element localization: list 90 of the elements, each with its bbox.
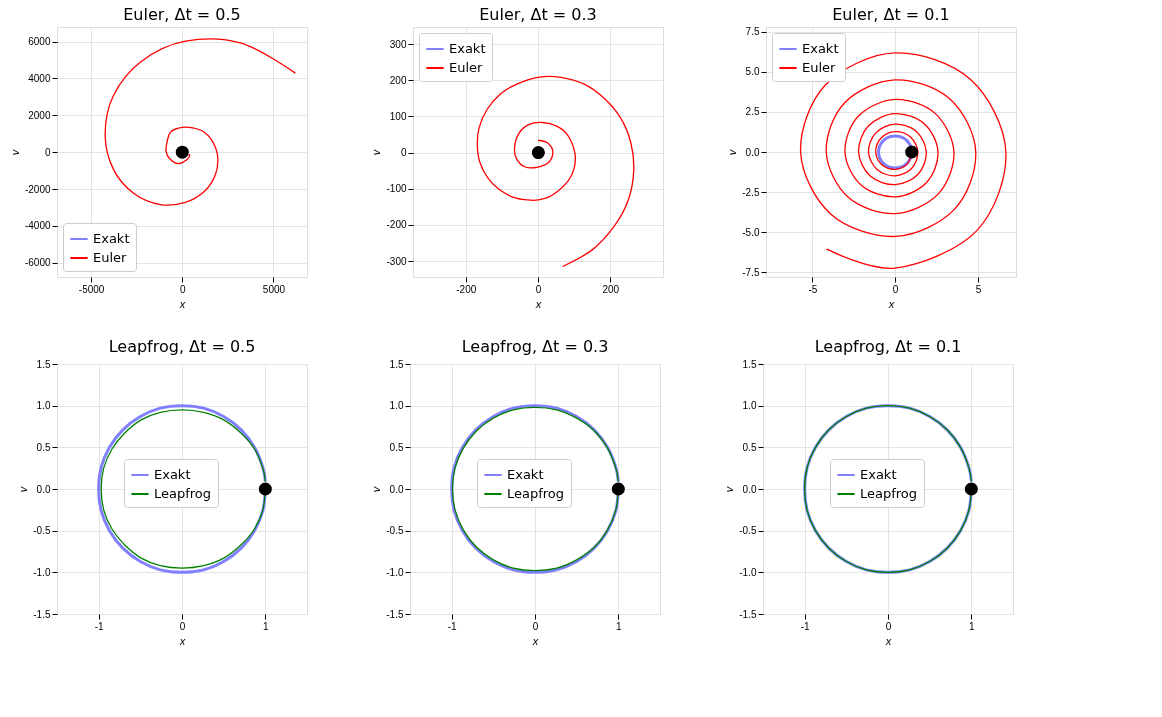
y-tick-label: 0.5 (36, 441, 51, 453)
x-tick-label: -5 (808, 283, 818, 295)
legend-label: Exakt (449, 41, 486, 56)
y-tick-label: -7.5 (742, 266, 760, 278)
y-tick-label: -300 (386, 255, 407, 267)
y-tick-label: 0.0 (742, 483, 757, 495)
y-tick-label: 5.0 (745, 66, 760, 78)
x-tick-label: 1 (969, 620, 976, 632)
legend-label: Exakt (154, 467, 191, 482)
x-tick-label: 5000 (262, 283, 286, 295)
y-tick-label: 0.5 (742, 441, 757, 453)
chart-title: Leapfrog, Δt = 0.1 (814, 337, 962, 356)
y-tick-label: 0.0 (36, 483, 51, 495)
legend-label: Leapfrog (507, 486, 565, 501)
x-tick-label: 0 (885, 620, 892, 632)
y-tick-label: 1.0 (36, 400, 51, 412)
x-tick-label: -5000 (78, 283, 105, 295)
chart-title: Leapfrog, Δt = 0.3 (461, 337, 609, 356)
legend-label: Exakt (507, 467, 544, 482)
x-axis-title: x (534, 297, 542, 310)
y-tick-label: 0.0 (745, 146, 760, 158)
y-axis-title: v (370, 485, 383, 493)
x-tick-label: 0 (532, 620, 539, 632)
legend-label: Exakt (860, 467, 897, 482)
x-axis-title: x (178, 634, 186, 647)
legend-label: Exakt (802, 41, 839, 56)
y-tick-label: -100 (386, 183, 407, 195)
y-tick-label: -0.5 (386, 525, 404, 537)
chart-title: Euler, Δt = 0.5 (123, 5, 241, 24)
y-tick-label: 6000 (28, 36, 51, 48)
x-tick-label: 5 (975, 283, 982, 295)
y-tick-label: 0.5 (389, 441, 404, 453)
y-tick-label: -200 (386, 219, 407, 231)
legend-label: Euler (93, 250, 128, 265)
x-tick-label: 1 (263, 620, 270, 632)
y-axis-title: v (726, 148, 739, 156)
x-axis-title: x (884, 634, 892, 647)
y-tick-label: 100 (389, 110, 407, 122)
x-tick-label: 1 (616, 620, 623, 632)
y-tick-label: 1.0 (742, 400, 757, 412)
x-axis-title: x (531, 634, 539, 647)
x-axis-title: x (178, 297, 186, 310)
y-axis-title: v (370, 148, 383, 156)
y-tick-label: 0 (400, 147, 407, 159)
chart-title: Leapfrog, Δt = 0.5 (108, 337, 256, 356)
y-tick-label: -1.0 (386, 566, 404, 578)
legend-label: Euler (802, 60, 837, 75)
y-axis-title: v (17, 485, 30, 493)
legend-label: Leapfrog (860, 486, 918, 501)
y-tick-label: -0.5 (739, 525, 757, 537)
x-tick-label: -1 (94, 620, 105, 632)
x-tick-label: 0 (179, 283, 186, 295)
y-tick-label: 1.5 (742, 358, 757, 370)
y-tick-label: -1.0 (33, 566, 51, 578)
legend-label: Leapfrog (154, 486, 212, 501)
legend-label: Euler (449, 60, 484, 75)
y-tick-label: -0.5 (33, 525, 51, 537)
x-tick-label: 200 (602, 283, 620, 295)
y-tick-label: -1.5 (386, 608, 404, 620)
y-tick-label: -1.0 (739, 566, 757, 578)
y-tick-label: 1.5 (36, 358, 51, 370)
y-tick-label: 2.5 (745, 106, 760, 118)
y-axis-title: v (8, 148, 21, 156)
y-tick-label: -6000 (24, 257, 51, 269)
y-axis-title: v (723, 485, 736, 493)
y-tick-label: 4000 (28, 72, 51, 84)
legend-label: Exakt (93, 231, 130, 246)
y-tick-label: 300 (389, 38, 407, 50)
x-tick-label: 0 (179, 620, 186, 632)
y-tick-label: 0.0 (389, 483, 404, 495)
y-tick-label: -5.0 (742, 226, 760, 238)
y-tick-label: -4000 (24, 220, 51, 232)
chart-title: Euler, Δt = 0.3 (479, 5, 597, 24)
y-tick-label: 2000 (28, 109, 51, 121)
y-tick-label: -2000 (24, 183, 51, 195)
y-tick-label: 0 (44, 146, 51, 158)
x-tick-label: -200 (456, 283, 477, 295)
y-tick-label: 1.5 (389, 358, 404, 370)
x-tick-label: -1 (800, 620, 811, 632)
y-tick-label: -1.5 (33, 608, 51, 620)
x-axis-title: x (887, 297, 895, 310)
y-tick-label: -2.5 (742, 186, 760, 198)
x-tick-label: 0 (892, 283, 899, 295)
y-tick-label: 200 (389, 74, 407, 86)
chart-title: Euler, Δt = 0.1 (832, 4, 950, 24)
y-tick-label: -1.5 (739, 608, 757, 620)
y-tick-label: 7.5 (745, 26, 760, 38)
y-tick-label: 1.0 (389, 400, 404, 412)
x-tick-label: 0 (535, 283, 542, 295)
x-tick-label: -1 (447, 620, 458, 632)
